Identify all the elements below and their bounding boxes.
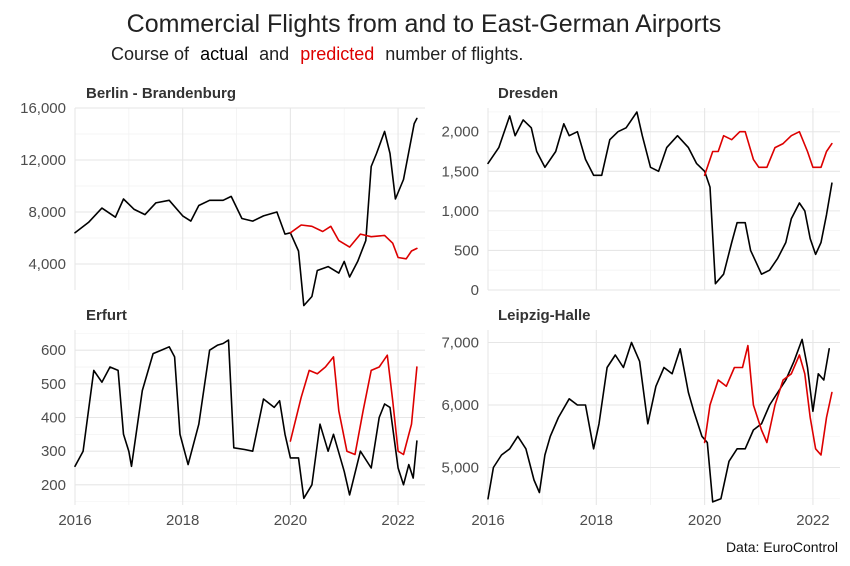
y-tick-label: 600 [41,342,66,359]
y-tick-label: 6,000 [441,397,479,414]
x-tick-label: 2020 [688,512,721,529]
chart-subtitle: Course of actual and predicted number of… [111,44,523,64]
y-tick-label: 0 [471,282,479,299]
x-tick-label: 2022 [796,512,829,529]
y-tick-label: 500 [41,376,66,393]
y-tick-label: 8,000 [28,204,66,221]
y-tick-label: 200 [41,477,66,494]
series-line-predicted [289,224,418,260]
y-tick-label: 5,000 [441,460,479,477]
x-tick-label: 2016 [471,512,504,529]
subtitle-prefix: Course of [111,44,190,64]
subtitle-predicted-word: predicted [300,44,374,64]
y-tick-label: 16,000 [20,100,66,117]
panel-title: Erfurt [86,307,127,324]
y-tick-label: 300 [41,443,66,460]
subtitle-suffix: number of flights. [385,44,523,64]
y-tick-label: 12,000 [20,152,66,169]
y-tick-label: 2,000 [441,124,479,141]
y-tick-label: 4,000 [28,256,66,273]
panels: 4,000 8,000 12,000 16,000 Berlin - Brandenbu… [20,85,840,529]
y-tick-label: 400 [41,410,66,427]
panel-dresden: 0 500 1,000 1,500 2,000 Dresden [441,85,840,299]
series-line-actual [74,117,418,307]
y-tick-label: 7,000 [441,335,479,352]
y-tick-label: 1,500 [441,163,479,180]
series-line-predicted [703,344,833,456]
subtitle-actual-word: actual [200,44,248,64]
panel-title: Leipzig-Halle [498,307,591,324]
chart-title: Commercial Flights from and to East-Germ… [127,10,722,38]
y-tick-label: 500 [454,242,479,259]
x-tick-label: 2018 [166,512,199,529]
x-tick-label: 2020 [274,512,307,529]
x-tick-label: 2018 [580,512,613,529]
panel-berlin-brandenburg: 4,000 8,000 12,000 16,000 Berlin - Brandenbu… [20,85,425,307]
panel-title: Dresden [498,85,558,102]
subtitle-middle: and [259,44,289,64]
series-line-actual [74,339,418,500]
series-line-predicted [703,130,833,177]
panel-erfurt: 2016 2018 2020 2022 200 300 400 500 600 Erfurt [41,307,425,529]
panel-leipzig-halle: 2016 2018 2020 2022 5,000 6,000 7,000 Leipzig-H… [441,307,840,529]
series-line-predicted [289,354,418,456]
y-tick-label: 1,000 [441,203,479,220]
series-line-actual [487,111,833,285]
x-tick-label: 2022 [381,512,414,529]
caption: Data: EuroControl [726,539,838,555]
panel-title: Berlin - Brandenburg [86,85,236,102]
x-tick-label: 2016 [58,512,91,529]
series-line-actual [487,338,830,503]
